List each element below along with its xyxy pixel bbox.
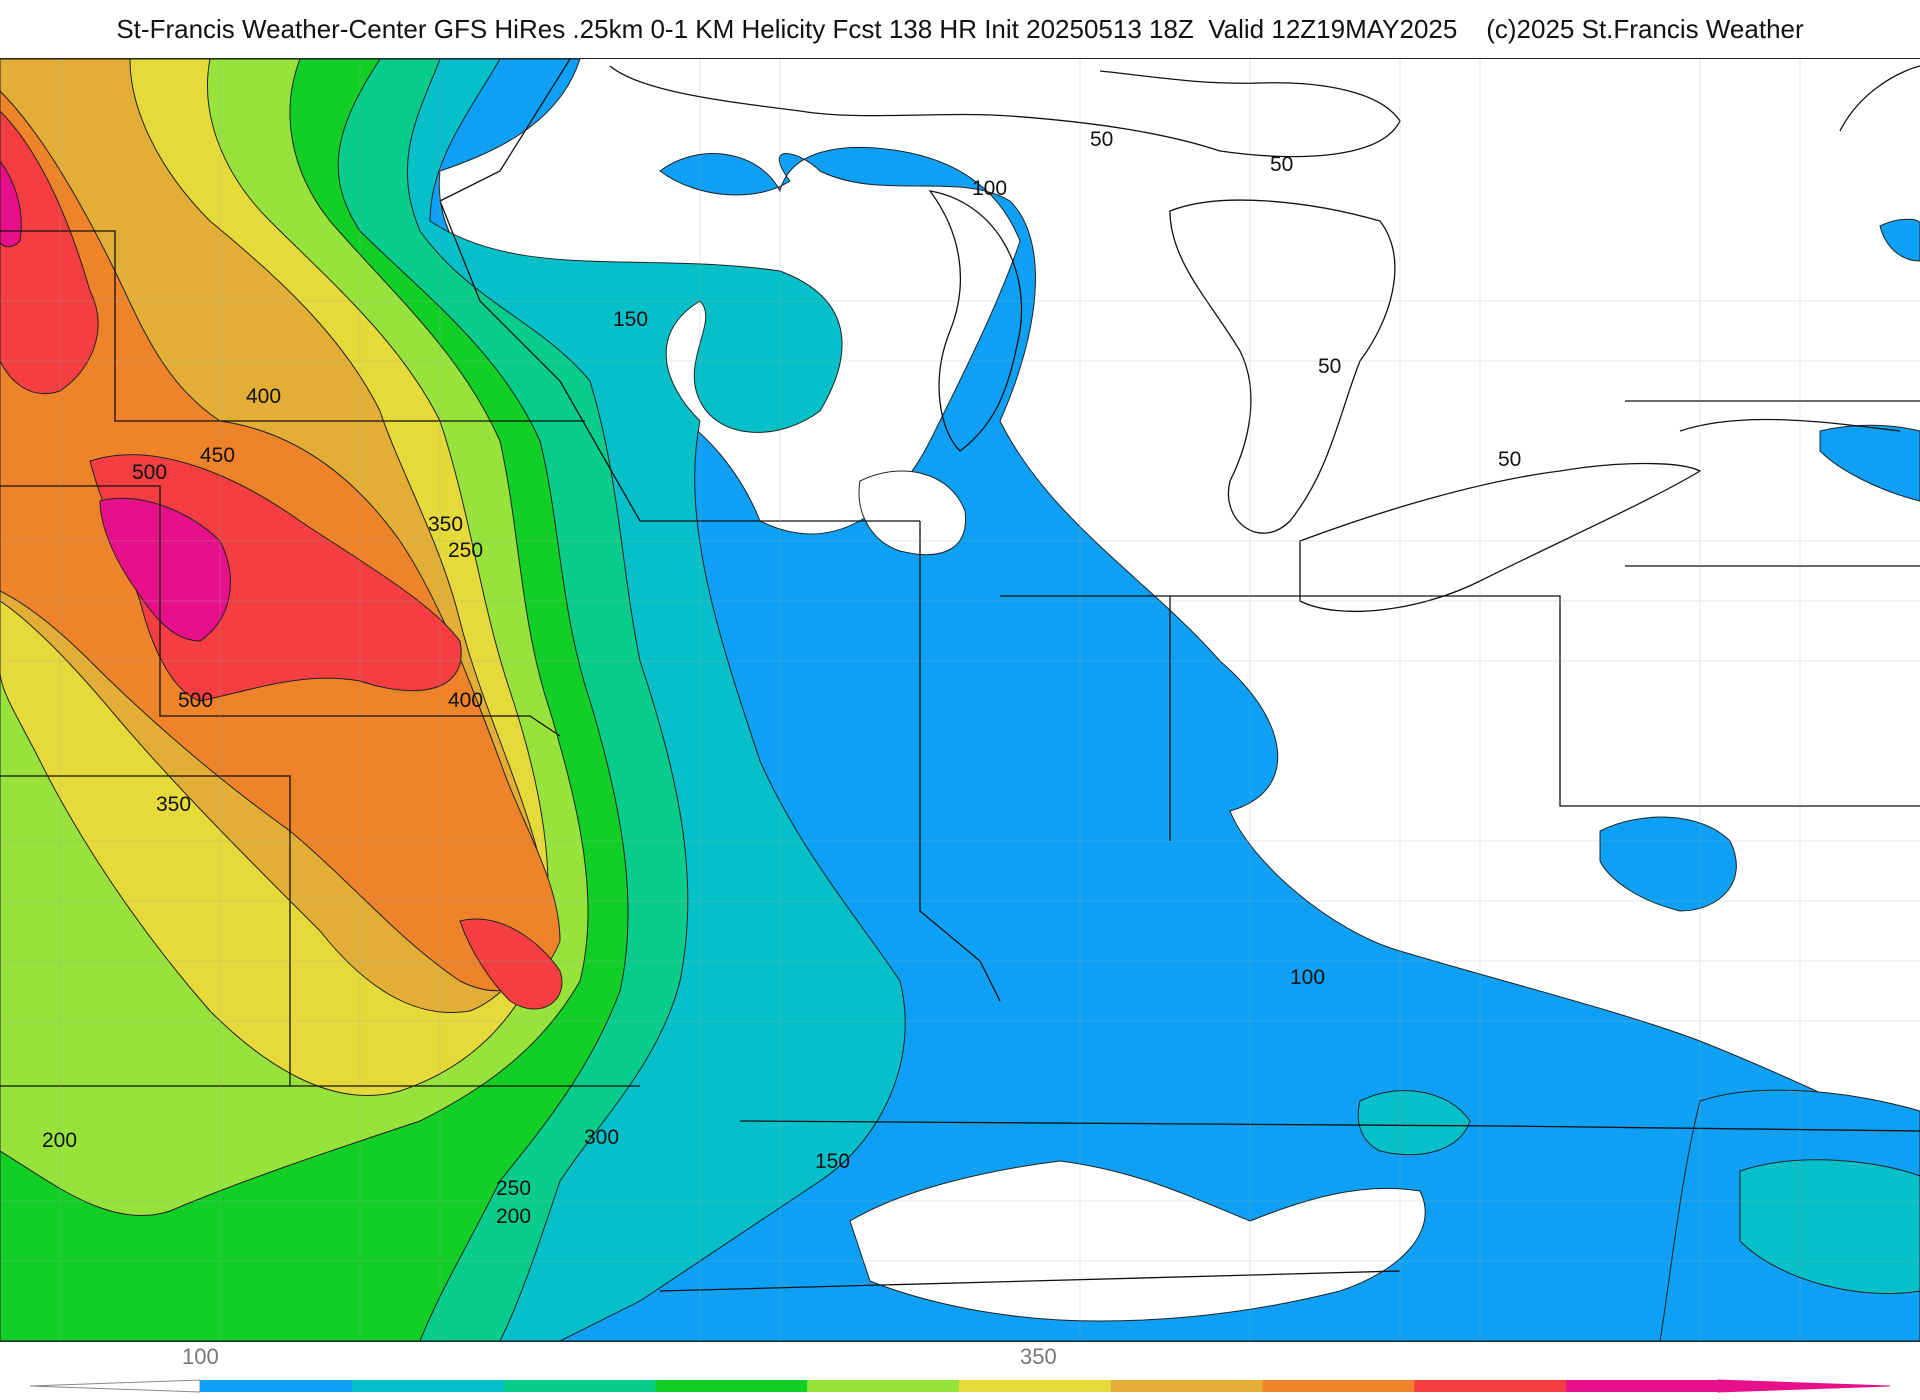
colorbar-high-arrow xyxy=(1717,1379,1891,1393)
colorbar-segment xyxy=(959,1380,1112,1392)
contour-label: 300 xyxy=(584,1126,619,1149)
helicity-patch-east xyxy=(1599,816,1737,912)
helicity-patch-east xyxy=(1879,218,1920,262)
helicity-map: 50 50 100 150 50 50 400 450 500 350 250 … xyxy=(0,58,1920,1342)
colorbar-tick-label: 100 xyxy=(182,1344,219,1369)
contour-label: 50 xyxy=(1090,128,1113,151)
contour-label: 450 xyxy=(200,444,235,467)
contour-label: 250 xyxy=(448,539,483,562)
colorbar-segments xyxy=(200,1380,1719,1392)
colorbar-segment xyxy=(1566,1380,1719,1392)
contour-label: 100 xyxy=(972,177,1007,200)
low-helicity-area xyxy=(858,470,967,556)
colorbar-segment xyxy=(351,1380,505,1392)
colorbar-segment xyxy=(503,1380,656,1392)
contour-labels: 50 50 100 150 50 50 400 450 500 350 250 … xyxy=(42,128,1521,1228)
colorbar: 100 350 xyxy=(29,1344,1891,1393)
contour-label: 350 xyxy=(156,793,191,816)
contour-label: 150 xyxy=(613,308,648,331)
colorbar-segment xyxy=(200,1380,353,1392)
contour-label: 200 xyxy=(496,1205,531,1228)
colorbar-segment xyxy=(1262,1380,1415,1392)
contour-label: 400 xyxy=(448,689,483,712)
contour-label: 50 xyxy=(1498,448,1521,471)
colorbar-segment xyxy=(1110,1380,1264,1392)
contour-label: 400 xyxy=(246,385,281,408)
colorbar-tick-label: 350 xyxy=(1020,1344,1057,1369)
contour-label: 200 xyxy=(42,1129,77,1152)
contour-label: 350 xyxy=(428,513,463,536)
contour-label: 150 xyxy=(815,1150,850,1173)
colorbar-low-arrow xyxy=(29,1379,201,1393)
contour-label: 100 xyxy=(1290,966,1325,989)
contour-label: 500 xyxy=(132,461,167,484)
contour-label: 250 xyxy=(496,1177,531,1200)
colorbar-segment xyxy=(1414,1380,1567,1392)
helicity-patch-east xyxy=(1819,424,1920,502)
colorbar-segment xyxy=(655,1380,808,1392)
contour-label: 500 xyxy=(178,689,213,712)
map-title: St-Francis Weather-Center GFS HiRes .25k… xyxy=(116,14,1804,44)
colorbar-segment xyxy=(807,1380,960,1392)
state-borders xyxy=(0,59,1920,1292)
contour-label: 50 xyxy=(1318,355,1341,378)
county-grid xyxy=(0,59,1920,1341)
helicity-band-magenta xyxy=(0,160,231,642)
helicity-patch-east xyxy=(1357,1090,1471,1156)
contour-label: 50 xyxy=(1270,153,1293,176)
